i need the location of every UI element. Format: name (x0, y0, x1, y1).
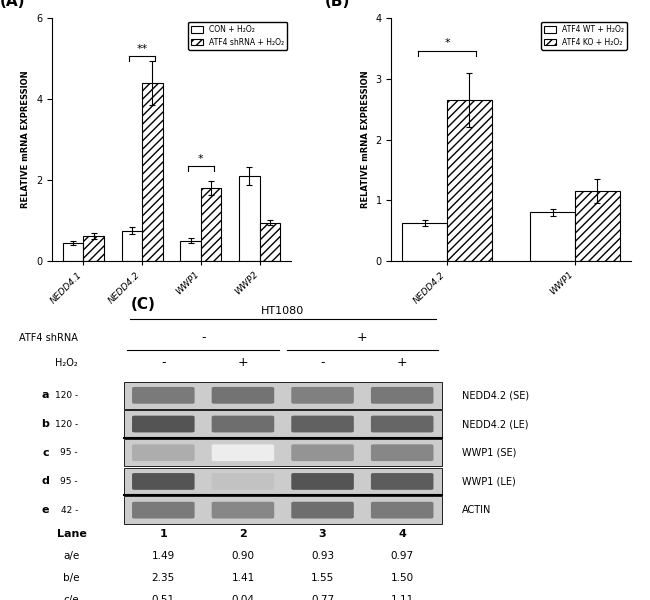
FancyBboxPatch shape (371, 416, 434, 433)
Text: HT1080: HT1080 (261, 306, 304, 316)
FancyBboxPatch shape (291, 473, 354, 490)
Bar (447, 100, 492, 261)
Text: 1.11: 1.11 (391, 595, 414, 600)
Bar (201, 188, 222, 261)
FancyBboxPatch shape (371, 387, 434, 404)
Bar (124, 468, 442, 495)
Bar (122, 230, 142, 261)
Text: 2.35: 2.35 (151, 573, 175, 583)
FancyBboxPatch shape (132, 473, 194, 490)
Text: c/e: c/e (64, 595, 79, 600)
Text: (A): (A) (0, 0, 25, 9)
Bar (124, 410, 442, 438)
Bar (575, 191, 619, 261)
FancyBboxPatch shape (212, 445, 274, 461)
Bar (124, 382, 442, 409)
Text: 42 -: 42 - (60, 506, 78, 515)
Legend: CON + H₂O₂, ATF4 shRNA + H₂O₂: CON + H₂O₂, ATF4 shRNA + H₂O₂ (188, 22, 287, 50)
Text: (B): (B) (324, 0, 350, 9)
Text: 0.77: 0.77 (311, 595, 334, 600)
FancyBboxPatch shape (291, 502, 354, 518)
Text: 120 -: 120 - (55, 391, 78, 400)
FancyBboxPatch shape (371, 502, 434, 518)
Text: WWP1 (LE): WWP1 (LE) (462, 476, 515, 487)
Text: 0.51: 0.51 (151, 595, 175, 600)
Y-axis label: RELATIVE mRNA EXPRESSION: RELATIVE mRNA EXPRESSION (361, 71, 370, 208)
Text: a/e: a/e (64, 551, 79, 562)
Text: 95 -: 95 - (60, 477, 78, 486)
Text: 0.97: 0.97 (391, 551, 414, 562)
Bar (83, 236, 104, 261)
Text: ATF4 shRNA: ATF4 shRNA (19, 333, 78, 343)
Bar (259, 223, 280, 261)
Text: 1.50: 1.50 (391, 573, 414, 583)
Text: b/e: b/e (63, 573, 80, 583)
Text: 2: 2 (239, 529, 247, 539)
Text: 0.93: 0.93 (311, 551, 334, 562)
FancyBboxPatch shape (212, 473, 274, 490)
Bar (124, 496, 442, 524)
Text: c: c (42, 448, 49, 458)
Text: 0.04: 0.04 (231, 595, 254, 600)
Text: NEDD4.2 (LE): NEDD4.2 (LE) (462, 419, 528, 429)
Bar (530, 212, 575, 261)
Text: +: + (357, 331, 368, 344)
Bar (239, 176, 259, 261)
Text: H₂O₂: H₂O₂ (55, 358, 78, 368)
Text: 1: 1 (159, 529, 167, 539)
Bar (180, 241, 201, 261)
Text: -: - (320, 356, 325, 370)
Text: 120 -: 120 - (55, 419, 78, 428)
Bar (142, 83, 162, 261)
Text: (C): (C) (131, 298, 155, 313)
FancyBboxPatch shape (212, 387, 274, 404)
Text: 95 -: 95 - (60, 448, 78, 457)
FancyBboxPatch shape (132, 502, 194, 518)
Y-axis label: RELATIVE mRNA EXPRESSION: RELATIVE mRNA EXPRESSION (21, 71, 31, 208)
FancyBboxPatch shape (371, 445, 434, 461)
Text: +: + (238, 356, 248, 370)
Text: 0.90: 0.90 (231, 551, 254, 562)
Text: -: - (201, 331, 205, 344)
FancyBboxPatch shape (132, 445, 194, 461)
Text: 1.41: 1.41 (231, 573, 255, 583)
Legend: ATF4 WT + H₂O₂, ATF4 KO + H₂O₂: ATF4 WT + H₂O₂, ATF4 KO + H₂O₂ (541, 22, 627, 50)
Text: +: + (397, 356, 408, 370)
Text: 4: 4 (398, 529, 406, 539)
Text: 1.55: 1.55 (311, 573, 334, 583)
Text: ACTIN: ACTIN (462, 505, 491, 515)
FancyBboxPatch shape (291, 416, 354, 433)
Text: e: e (42, 505, 49, 515)
Bar (124, 439, 442, 466)
FancyBboxPatch shape (212, 416, 274, 433)
FancyBboxPatch shape (132, 416, 194, 433)
Text: **: ** (136, 44, 148, 55)
Text: Lane: Lane (57, 529, 86, 539)
Text: 1.49: 1.49 (151, 551, 175, 562)
Bar (63, 243, 83, 261)
FancyBboxPatch shape (132, 387, 194, 404)
FancyBboxPatch shape (291, 445, 354, 461)
Text: -: - (161, 356, 166, 370)
Text: WWP1 (SE): WWP1 (SE) (462, 448, 516, 458)
Text: d: d (42, 476, 49, 487)
Text: b: b (42, 419, 49, 429)
Text: a: a (42, 391, 49, 400)
Text: 3: 3 (318, 529, 326, 539)
FancyBboxPatch shape (371, 473, 434, 490)
FancyBboxPatch shape (212, 502, 274, 518)
Text: *: * (198, 154, 203, 164)
Bar (402, 223, 447, 261)
FancyBboxPatch shape (291, 387, 354, 404)
Text: *: * (444, 38, 450, 49)
Text: NEDD4.2 (SE): NEDD4.2 (SE) (462, 391, 528, 400)
